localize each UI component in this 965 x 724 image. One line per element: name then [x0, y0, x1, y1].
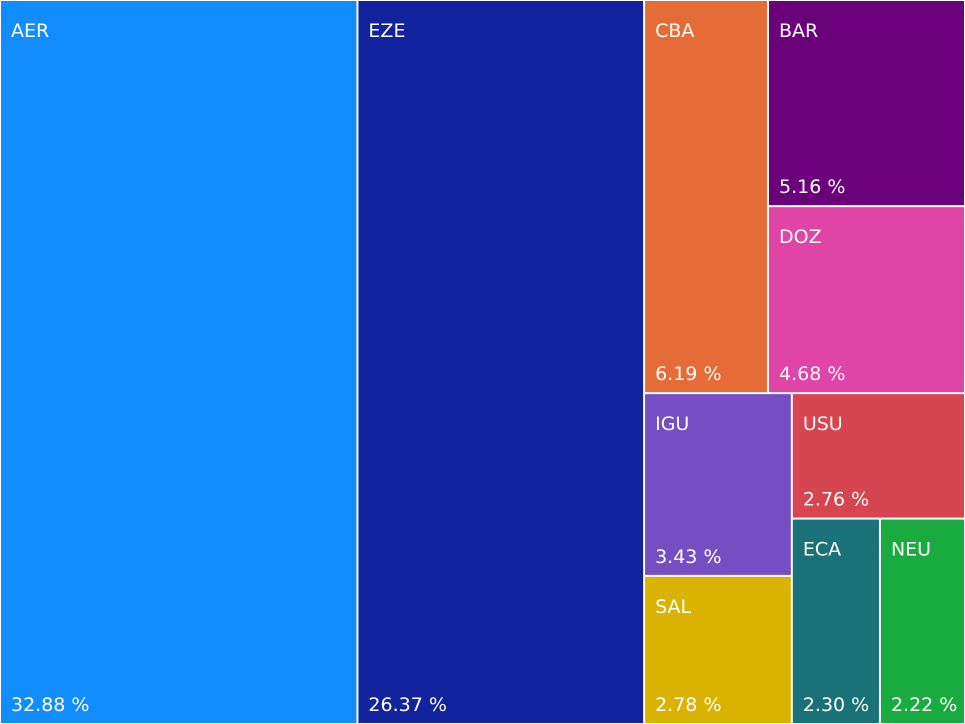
tile-label: ECA — [803, 539, 841, 561]
treemap-tile — [645, 394, 791, 575]
tile-value-label: 6.19 % — [655, 363, 721, 385]
tile-label: NEU — [891, 539, 931, 561]
treemap-tile — [792, 394, 964, 518]
tile-label: DOZ — [779, 226, 822, 248]
tile-value-label: 26.37 % — [368, 694, 447, 716]
tile-label: USU — [803, 413, 843, 435]
treemap-tile — [769, 207, 964, 393]
tile-value-label: 32.88 % — [11, 694, 90, 716]
tile-label: CBA — [655, 20, 694, 42]
tile-label: EZE — [368, 20, 405, 42]
treemap-tile — [880, 519, 964, 723]
tile-value-label: 2.30 % — [803, 694, 869, 716]
tile-value-label: 3.43 % — [655, 546, 721, 568]
tile-value-label: 2.76 % — [803, 489, 869, 511]
tile-value-label: 5.16 % — [779, 176, 845, 198]
tile-label: AER — [11, 20, 49, 42]
tile-value-label: 2.78 % — [655, 694, 721, 716]
treemap-tile — [1, 1, 357, 723]
treemap-tile — [645, 576, 791, 723]
tile-label: BAR — [779, 20, 818, 42]
tile-label: SAL — [655, 596, 691, 618]
treemap-tile — [769, 1, 964, 206]
treemap-tile — [358, 1, 644, 723]
tile-label: IGU — [655, 413, 689, 435]
treemap-tile — [792, 519, 879, 723]
tile-value-label: 4.68 % — [779, 363, 845, 385]
treemap-tile — [645, 1, 768, 393]
tile-value-label: 2.22 % — [891, 694, 957, 716]
